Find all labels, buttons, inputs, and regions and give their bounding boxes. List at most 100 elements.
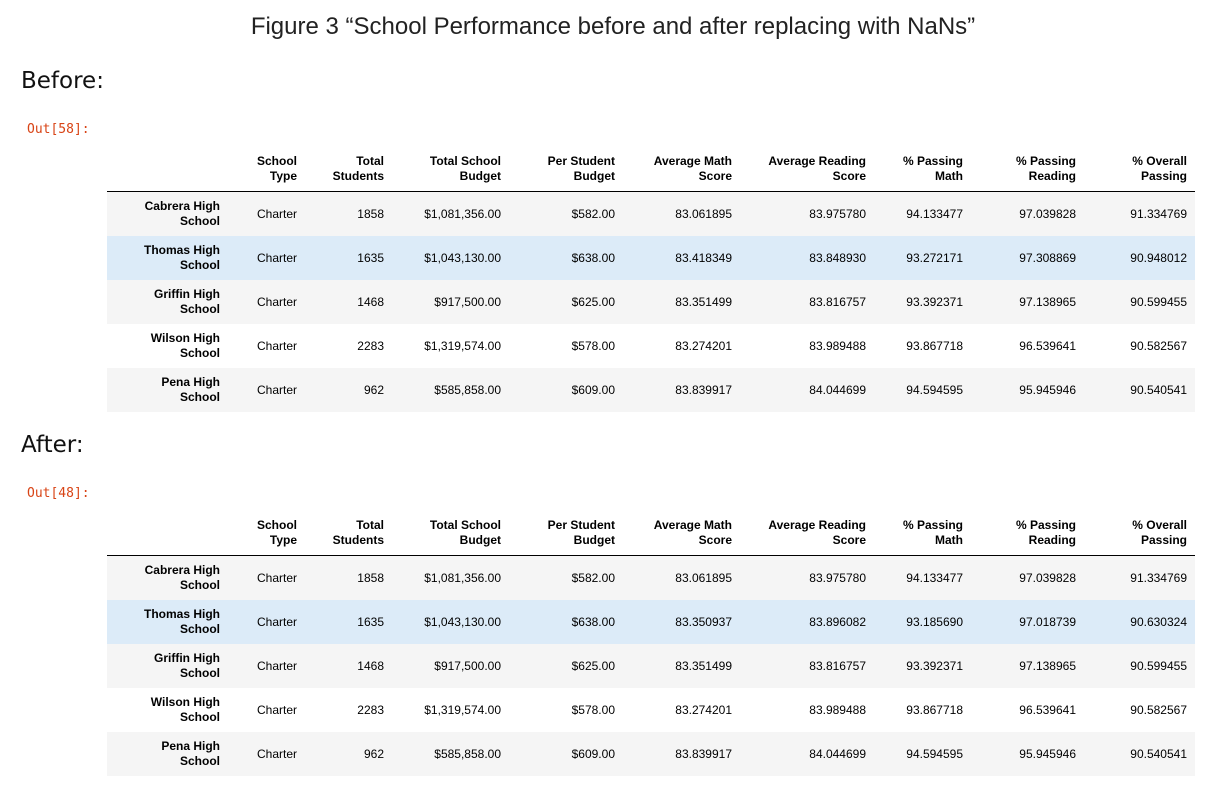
- table-cell: 93.272171: [906, 250, 963, 265]
- row-index-school: Griffin High School: [154, 286, 220, 316]
- table-cell: 83.816757: [809, 658, 866, 673]
- table-row: Cabrera High School Charter 1858 $1,081,3…: [107, 191, 1195, 236]
- row-index-school: Griffin High School: [154, 650, 220, 680]
- table-cell: 83.989488: [809, 338, 866, 353]
- table-cell: $578.00: [571, 702, 615, 717]
- column-header: Total School Budget: [392, 140, 509, 192]
- table-cell: 94.133477: [906, 206, 963, 221]
- table-cell: 97.018739: [1019, 614, 1076, 629]
- column-header: % Passing Reading: [971, 140, 1084, 192]
- table-cell: $1,043,130.00: [424, 614, 501, 629]
- table-row-highlighted: Thomas High School Charter 1635 $1,043,13…: [107, 599, 1195, 644]
- table-cell: $917,500.00: [434, 658, 501, 673]
- table-cell: 83.975780: [809, 206, 866, 221]
- table-header-row: School Type Total Students Total School Bud…: [107, 504, 1195, 556]
- table-cell: 83.896082: [809, 614, 866, 629]
- column-header: % Passing Reading: [971, 504, 1084, 556]
- table-cell: 95.945946: [1019, 746, 1076, 761]
- row-index-school: Cabrera High School: [144, 562, 220, 592]
- table-cell: 93.185690: [906, 614, 963, 629]
- table-cell: 90.540541: [1130, 382, 1187, 397]
- table-cell: Charter: [256, 250, 297, 265]
- table-row: Wilson High School Charter 2283 $1,319,57…: [107, 688, 1195, 732]
- table-cell: 1468: [357, 294, 384, 309]
- table-cell: $585,858.00: [434, 746, 501, 761]
- row-index-school: Thomas High School: [143, 242, 220, 272]
- table-cell: $1,319,574.00: [424, 702, 501, 717]
- column-header: Total Students: [305, 140, 392, 192]
- column-header: % Overall Passing: [1084, 140, 1195, 192]
- table-cell: $625.00: [571, 294, 615, 309]
- table-cell: $582.00: [571, 206, 615, 221]
- table-row-highlighted: Thomas High School Charter 1635 $1,043,13…: [107, 235, 1195, 280]
- table-cell: Charter: [256, 294, 297, 309]
- figure-title: Figure 3 “School Performance before and …: [250, 13, 976, 40]
- column-header: Average Math Score: [623, 504, 740, 556]
- column-header: Total School Budget: [392, 504, 509, 556]
- table-cell: $582.00: [571, 570, 615, 585]
- table-row: Wilson High School Charter 2283 $1,319,57…: [107, 324, 1195, 368]
- table-cell: 83.989488: [809, 702, 866, 717]
- before-dataframe-table: School Type Total Students Total School Bud…: [107, 140, 1195, 412]
- table-cell: 97.039828: [1019, 206, 1076, 221]
- table-cell: $638.00: [571, 250, 615, 265]
- table-row: Pena High School Charter 962 $585,858.00 …: [107, 731, 1195, 776]
- table-row: Pena High School Charter 962 $585,858.00 …: [107, 367, 1195, 412]
- table-cell: $638.00: [571, 614, 615, 629]
- table-cell: 84.044699: [809, 746, 866, 761]
- before-label: Before:: [21, 68, 104, 94]
- table-cell: 962: [363, 382, 384, 397]
- table-cell: 97.138965: [1019, 294, 1076, 309]
- row-index-school: Thomas High School: [143, 606, 220, 636]
- table-cell: 97.039828: [1019, 570, 1076, 585]
- table-cell: 83.350937: [675, 614, 732, 629]
- before-output-prompt: Out[58]:: [27, 122, 90, 137]
- table-cell: 2283: [357, 338, 384, 353]
- table-cell: 96.539641: [1019, 702, 1076, 717]
- table-cell: 2283: [357, 702, 384, 717]
- table-cell: 83.418349: [675, 250, 732, 265]
- row-index-school: Pena High School: [161, 738, 220, 768]
- table-cell: 83.975780: [809, 570, 866, 585]
- column-header: Average Reading Score: [740, 504, 874, 556]
- table-cell: 83.274201: [675, 702, 732, 717]
- row-index-school: Cabrera High School: [144, 198, 220, 228]
- table-cell: 90.582567: [1130, 338, 1187, 353]
- column-header: School Type: [228, 140, 305, 192]
- table-cell: Charter: [256, 570, 297, 585]
- table-cell: 83.061895: [675, 570, 732, 585]
- table-cell: 90.948012: [1130, 250, 1187, 265]
- table-cell: 83.351499: [675, 658, 732, 673]
- table-cell: Charter: [256, 746, 297, 761]
- table-cell: $585,858.00: [434, 382, 501, 397]
- table-cell: $609.00: [571, 746, 615, 761]
- table-cell: 97.308869: [1019, 250, 1076, 265]
- row-index-school: Wilson High School: [150, 694, 220, 724]
- column-header: Average Reading Score: [740, 140, 874, 192]
- table-cell: $625.00: [571, 658, 615, 673]
- after-label: After:: [21, 432, 84, 458]
- table-cell: 1858: [357, 206, 384, 221]
- table-cell: 83.274201: [675, 338, 732, 353]
- table-row: Griffin High School Charter 1468 $917,500…: [107, 643, 1195, 688]
- table-cell: $917,500.00: [434, 294, 501, 309]
- table-header-row: School Type Total Students Total School Bud…: [107, 140, 1195, 192]
- table-cell: Charter: [256, 382, 297, 397]
- row-index-school: Pena High School: [161, 374, 220, 404]
- table-cell: 90.582567: [1130, 702, 1187, 717]
- table-cell: 94.594595: [906, 382, 963, 397]
- table-cell: 83.839917: [675, 746, 732, 761]
- column-header: Total Students: [305, 504, 392, 556]
- table-cell: $1,081,356.00: [424, 570, 501, 585]
- table-cell: 83.061895: [675, 206, 732, 221]
- table-cell: 83.816757: [809, 294, 866, 309]
- table-cell: 90.540541: [1130, 746, 1187, 761]
- table-cell: Charter: [256, 206, 297, 221]
- table-cell: 1468: [357, 658, 384, 673]
- table-row: Griffin High School Charter 1468 $917,500…: [107, 279, 1195, 324]
- table-cell: 1858: [357, 570, 384, 585]
- table-cell: $578.00: [571, 338, 615, 353]
- table-cell: 83.848930: [809, 250, 866, 265]
- index-header: [107, 140, 228, 192]
- after-output-prompt: Out[48]:: [27, 486, 90, 501]
